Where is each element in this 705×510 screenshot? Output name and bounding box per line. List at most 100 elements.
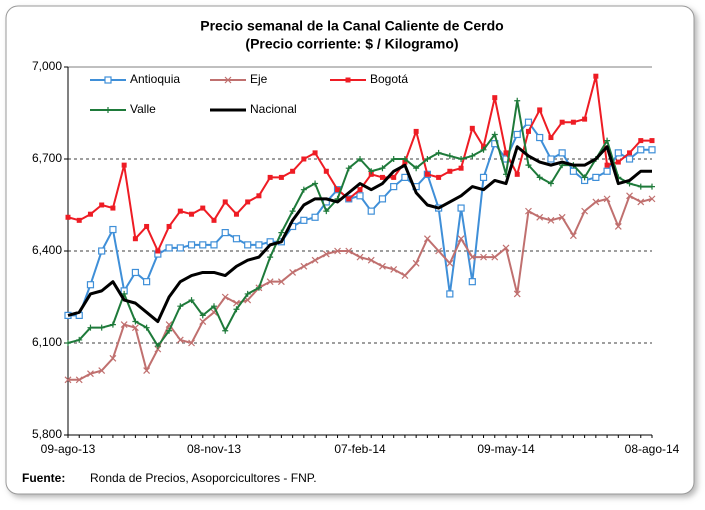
x-tick-label: 08-ago-14: [625, 442, 680, 456]
marker: [105, 107, 111, 113]
marker: [378, 195, 387, 203]
marker: [368, 171, 374, 177]
marker: [312, 150, 318, 156]
marker: [457, 235, 465, 243]
marker: [569, 232, 577, 240]
marker: [581, 174, 588, 181]
marker: [603, 195, 611, 203]
marker: [120, 321, 128, 329]
marker: [131, 268, 139, 277]
marker: [166, 223, 172, 229]
marker: [245, 199, 251, 205]
marker: [322, 250, 330, 258]
marker: [221, 229, 229, 237]
marker: [222, 199, 228, 205]
marker: [424, 171, 430, 177]
marker: [255, 284, 262, 291]
marker: [637, 198, 645, 206]
marker: [143, 367, 151, 375]
marker: [446, 290, 454, 298]
marker: [311, 256, 319, 264]
marker: [345, 247, 353, 255]
marker: [244, 241, 252, 249]
marker: [244, 290, 251, 297]
marker: [458, 156, 465, 162]
marker: [176, 336, 184, 344]
marker: [345, 165, 352, 172]
marker: [604, 162, 610, 168]
marker: [468, 278, 476, 286]
marker: [109, 321, 116, 328]
marker: [177, 208, 183, 214]
marker: [131, 324, 139, 332]
marker: [423, 235, 431, 243]
marker: [435, 247, 443, 255]
marker: [569, 167, 577, 175]
y-tick-label: 5,800: [32, 427, 62, 441]
marker: [87, 370, 94, 378]
marker: [638, 138, 644, 144]
marker: [278, 174, 284, 180]
marker: [525, 162, 532, 169]
legend-label: Bogotá: [370, 72, 408, 86]
marker: [300, 186, 307, 193]
marker: [368, 168, 375, 175]
marker: [290, 168, 296, 174]
marker: [492, 95, 498, 101]
marker: [289, 208, 296, 215]
marker: [278, 229, 285, 236]
marker: [121, 162, 127, 168]
marker: [187, 241, 196, 249]
marker: [155, 248, 161, 254]
marker: [637, 183, 644, 190]
marker: [480, 146, 487, 153]
marker: [469, 152, 476, 159]
marker: [323, 168, 329, 174]
marker: [222, 327, 229, 334]
marker: [424, 156, 431, 162]
marker: [525, 128, 531, 134]
marker: [479, 173, 488, 181]
x-tick-label: 09-may-14: [477, 442, 535, 456]
marker: [558, 149, 566, 157]
marker: [390, 265, 398, 273]
y-tick-label: 6,100: [32, 335, 62, 349]
marker: [199, 318, 207, 325]
marker: [390, 156, 397, 162]
marker: [379, 262, 386, 270]
series: [65, 73, 655, 254]
marker: [548, 135, 554, 141]
marker: [143, 324, 150, 331]
marker: [592, 198, 600, 206]
marker: [277, 278, 285, 286]
marker: [503, 150, 509, 156]
marker: [300, 262, 308, 270]
marker: [346, 196, 352, 202]
marker: [75, 376, 83, 384]
marker: [401, 156, 408, 162]
marker: [109, 354, 117, 362]
marker: [581, 207, 589, 215]
marker: [468, 253, 476, 261]
marker: [390, 183, 398, 191]
marker: [592, 173, 600, 181]
marker: [559, 119, 565, 125]
legend: Antioquia Eje Bogotá Valle Nacional: [84, 70, 444, 120]
marker: [547, 155, 555, 163]
marker: [335, 187, 341, 193]
marker: [64, 376, 72, 384]
marker: [401, 173, 409, 181]
marker: [189, 211, 195, 217]
marker: [536, 213, 544, 221]
marker: [188, 339, 195, 347]
source: Ronda de Precios, Asoporcicultores - FNP…: [90, 471, 317, 485]
legend-box: [84, 70, 444, 120]
marker: [481, 144, 487, 150]
chart-title: Precio semanal de la Canal Caliente de C…: [200, 18, 503, 34]
marker: [356, 192, 364, 200]
marker: [413, 165, 420, 172]
marker: [413, 128, 419, 134]
marker: [570, 119, 576, 125]
